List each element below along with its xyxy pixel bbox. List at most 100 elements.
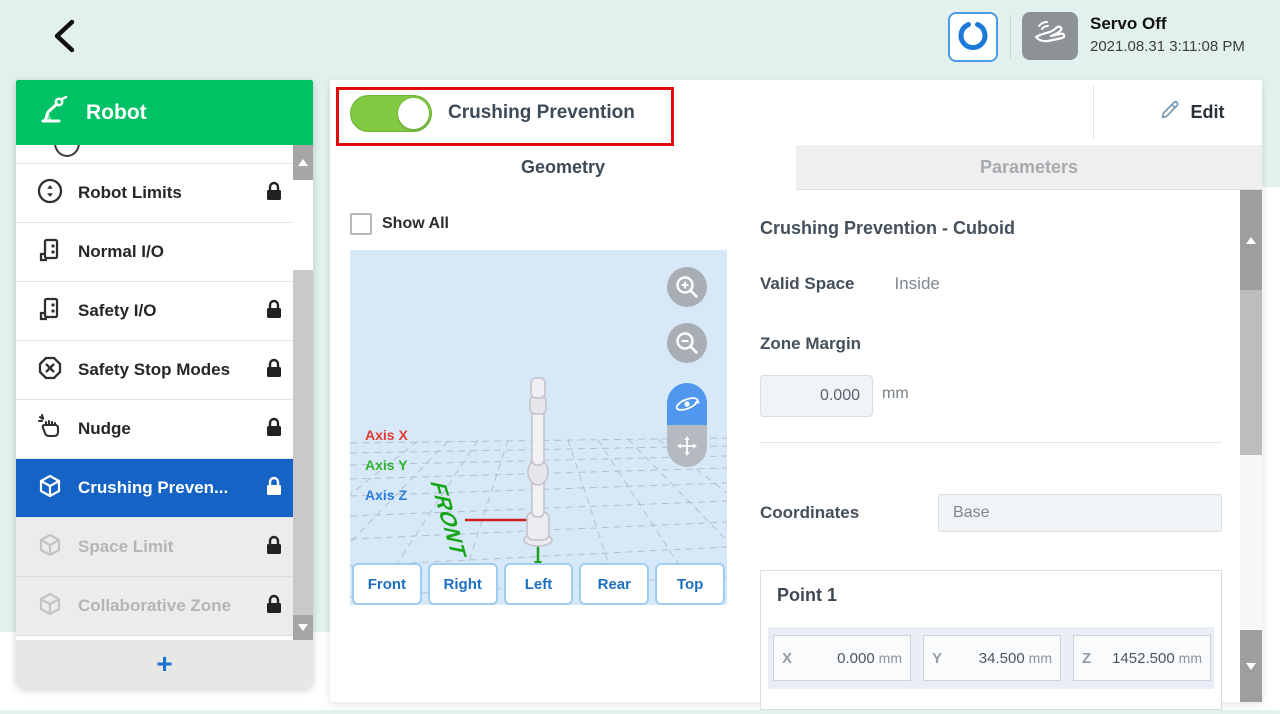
zoom-in-button[interactable] [667, 267, 707, 307]
sidebar-item-label: Normal I/O [78, 242, 164, 261]
zoom-out-button[interactable] [667, 323, 707, 363]
view-right-button[interactable]: Right [427, 563, 498, 605]
sidebar-list: Robot Limits Normal I/O Safety I/O [16, 145, 293, 640]
sidebar-item-crushing-prevention[interactable]: Crushing Preven... [16, 459, 293, 518]
io-icon [36, 236, 64, 269]
point-1-title: Point 1 [777, 585, 838, 605]
triangle-up-icon [298, 159, 308, 166]
header-divider [1093, 86, 1094, 139]
crushing-prevention-toggle[interactable] [350, 95, 432, 132]
ring-icon [957, 19, 989, 56]
zone-margin-label: Zone Margin [760, 334, 862, 353]
main-header: Crushing Prevention Edit [330, 80, 1262, 146]
scroll-down-button[interactable] [1240, 630, 1262, 702]
lock-icon [261, 296, 287, 327]
sidebar-item-label: Nudge [78, 419, 131, 438]
hand-icon [1030, 17, 1070, 56]
robot-limits-icon [36, 177, 64, 210]
manual-mode-badge[interactable] [1022, 12, 1078, 60]
sidebar-item-partial[interactable] [16, 145, 293, 164]
cube-icon [36, 590, 64, 623]
point-y-field[interactable]: Y 34.500 mm [923, 635, 1061, 681]
nudge-hand-icon [36, 413, 64, 446]
y-unit: mm [1028, 650, 1052, 666]
triangle-up-icon [1246, 236, 1256, 244]
stop-octagon-icon [36, 354, 64, 387]
view-rear-button[interactable]: Rear [579, 563, 650, 605]
point-x-field[interactable]: X 0.000 mm [773, 635, 911, 681]
sidebar-item-safety-stop-modes[interactable]: Safety Stop Modes [16, 341, 293, 400]
sidebar-title: Robot [86, 100, 147, 124]
show-all-label: Show All [382, 215, 449, 232]
robot-mode-button[interactable] [948, 12, 998, 62]
add-zone-button[interactable]: + [16, 640, 313, 688]
view-buttons-row: Front Right Left Rear Top [350, 563, 727, 605]
toggle-label: Crushing Prevention [448, 101, 635, 123]
show-all-checkbox[interactable]: Show All [350, 213, 449, 235]
view-mode-pill [667, 383, 707, 467]
robot-3d-viewport[interactable]: Axis X Axis Y Axis Z FRONT Front Right [350, 250, 727, 605]
sidebar-item-safety-io[interactable]: Safety I/O [16, 282, 293, 341]
lock-icon [261, 355, 287, 386]
sidebar-item-space-limit[interactable]: Space Limit [16, 518, 293, 577]
view-front-button[interactable]: Front [352, 563, 422, 605]
back-button[interactable] [44, 14, 88, 58]
view-left-button[interactable]: Left [503, 563, 574, 605]
sidebar-item-nudge[interactable]: Nudge [16, 400, 293, 459]
cube-icon [36, 472, 64, 505]
checkbox-unchecked[interactable] [350, 213, 372, 235]
x-value: 0.000 [837, 649, 875, 667]
tab-geometry[interactable]: Geometry [330, 145, 796, 190]
lock-icon [261, 591, 287, 622]
section-divider [760, 442, 1222, 443]
point-1-card: Point 1 X 0.000 mm Y 34.500 mm Z 1452.50… [760, 570, 1222, 710]
sidebar-item-robot-limits[interactable]: Robot Limits [16, 164, 293, 223]
z-unit: mm [1178, 650, 1202, 666]
toggle-knob [398, 98, 429, 129]
main-scrollbar[interactable] [1240, 190, 1262, 702]
tab-parameters[interactable]: Parameters [796, 145, 1262, 190]
sidebar-scrollbar[interactable] [293, 145, 313, 640]
lock-icon [261, 473, 287, 504]
point-1-fields: X 0.000 mm Y 34.500 mm Z 1452.500 mm [768, 627, 1214, 689]
point-z-field[interactable]: Z 1452.500 mm [1073, 635, 1211, 681]
details-heading: Crushing Prevention - Cuboid [760, 218, 1015, 238]
scroll-up-button[interactable] [293, 145, 313, 180]
coordinates-select[interactable]: Base [938, 494, 1222, 532]
scroll-up-button[interactable] [1240, 190, 1262, 290]
edit-button[interactable]: Edit [1120, 80, 1262, 145]
lock-icon [261, 532, 287, 563]
x-unit: mm [878, 650, 902, 666]
view-top-button[interactable]: Top [655, 563, 725, 605]
triangle-down-icon [1246, 662, 1256, 670]
sidebar-item-label: Safety I/O [78, 301, 157, 320]
robot-arm-icon [36, 93, 72, 132]
x-axis-label: X [782, 649, 793, 667]
zone-margin-unit: mm [882, 385, 909, 402]
topbar-divider [1010, 15, 1011, 58]
scroll-down-button[interactable] [293, 615, 313, 640]
z-value: 1452.500 [1112, 649, 1175, 667]
sidebar-header: Robot [16, 80, 313, 145]
sidebar-item-label: Robot Limits [78, 183, 182, 202]
sidebar-item-label: Space Limit [78, 537, 174, 556]
sidebar-item-collaborative-zone[interactable]: Collaborative Zone [16, 577, 293, 636]
cube-icon [36, 531, 64, 564]
lock-icon [261, 414, 287, 445]
orbit-icon [675, 397, 700, 411]
tab-bar: Geometry Parameters [330, 145, 1262, 190]
sidebar: Robot Robot Limits Normal I/O [16, 80, 313, 688]
zone-margin-input[interactable]: 0.000 [760, 375, 873, 417]
y-axis-label: Y [932, 649, 943, 667]
magnifier-plus-icon [676, 276, 698, 298]
scrollbar-thumb[interactable] [1240, 290, 1262, 455]
rotate-view-button[interactable] [667, 383, 707, 425]
valid-space-row: Valid Space Inside [760, 274, 940, 294]
scrollbar-thumb[interactable] [293, 270, 313, 615]
valid-space-label: Valid Space [760, 274, 855, 293]
pan-view-button[interactable] [667, 425, 707, 467]
pencil-icon [1158, 98, 1182, 127]
main-panel: Crushing Prevention Edit Geometry Parame… [330, 80, 1262, 710]
sidebar-item-normal-io[interactable]: Normal I/O [16, 223, 293, 282]
